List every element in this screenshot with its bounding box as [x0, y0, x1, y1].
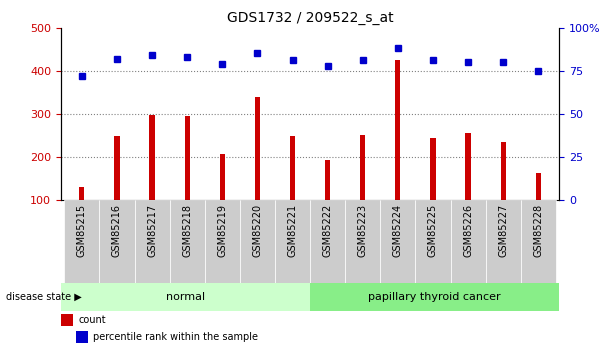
Text: GSM85216: GSM85216 — [112, 204, 122, 257]
Text: GSM85219: GSM85219 — [217, 204, 227, 257]
Bar — [310, 283, 559, 310]
Bar — [325, 160, 330, 200]
Text: GSM85226: GSM85226 — [463, 204, 473, 257]
Bar — [310, 200, 345, 283]
Bar — [240, 200, 275, 283]
Bar — [395, 60, 401, 200]
Text: GSM85223: GSM85223 — [358, 204, 368, 257]
Bar — [76, 331, 88, 343]
Bar — [150, 115, 154, 200]
Bar — [79, 187, 85, 200]
Bar — [380, 200, 415, 283]
Bar — [100, 200, 134, 283]
Bar — [466, 133, 471, 200]
Text: GSM85222: GSM85222 — [323, 204, 333, 257]
Bar — [520, 200, 556, 283]
Bar — [185, 116, 190, 200]
Text: disease state ▶: disease state ▶ — [6, 292, 82, 302]
Text: GSM85227: GSM85227 — [498, 204, 508, 257]
Bar — [205, 200, 240, 283]
Text: GSM85225: GSM85225 — [428, 204, 438, 257]
Bar — [64, 200, 100, 283]
Bar — [345, 200, 380, 283]
Text: count: count — [78, 315, 106, 325]
Bar — [61, 283, 310, 310]
Text: GSM85228: GSM85228 — [533, 204, 544, 257]
Text: GSM85218: GSM85218 — [182, 204, 192, 257]
Bar — [134, 200, 170, 283]
Text: papillary thyroid cancer: papillary thyroid cancer — [368, 292, 501, 302]
Text: GSM85224: GSM85224 — [393, 204, 403, 257]
Text: GSM85215: GSM85215 — [77, 204, 87, 257]
Bar — [451, 200, 486, 283]
Bar — [61, 314, 74, 326]
Bar — [430, 138, 435, 200]
Bar — [114, 136, 120, 200]
Bar — [219, 154, 225, 200]
Text: GSM85221: GSM85221 — [288, 204, 297, 257]
Bar — [536, 173, 541, 200]
Bar — [170, 200, 205, 283]
Bar — [360, 136, 365, 200]
Text: GSM85220: GSM85220 — [252, 204, 263, 257]
Bar — [500, 142, 506, 200]
Bar — [275, 200, 310, 283]
Bar — [255, 97, 260, 200]
Text: GSM85217: GSM85217 — [147, 204, 157, 257]
Bar — [415, 200, 451, 283]
Title: GDS1732 / 209522_s_at: GDS1732 / 209522_s_at — [227, 11, 393, 25]
Bar — [290, 136, 295, 200]
Bar — [486, 200, 520, 283]
Text: percentile rank within the sample: percentile rank within the sample — [93, 333, 258, 342]
Text: normal: normal — [166, 292, 205, 302]
